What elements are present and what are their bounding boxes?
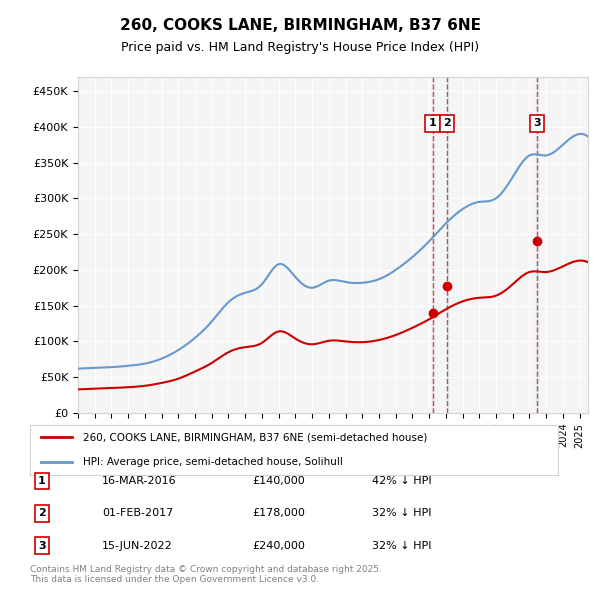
- Text: £178,000: £178,000: [252, 509, 305, 518]
- Text: 16-MAR-2016: 16-MAR-2016: [102, 476, 176, 486]
- Bar: [446, 77, 448, 413]
- Text: £140,000: £140,000: [252, 476, 305, 486]
- Text: 260, COOKS LANE, BIRMINGHAM, B37 6NE (semi-detached house): 260, COOKS LANE, BIRMINGHAM, B37 6NE (se…: [83, 432, 427, 442]
- Text: 32% ↓ HPI: 32% ↓ HPI: [372, 541, 431, 550]
- Text: 01-FEB-2017: 01-FEB-2017: [102, 509, 173, 518]
- Text: 2: 2: [38, 509, 46, 518]
- Text: HPI: Average price, semi-detached house, Solihull: HPI: Average price, semi-detached house,…: [83, 457, 343, 467]
- Bar: [536, 77, 538, 413]
- Text: 3: 3: [38, 541, 46, 550]
- Text: 260, COOKS LANE, BIRMINGHAM, B37 6NE: 260, COOKS LANE, BIRMINGHAM, B37 6NE: [119, 18, 481, 32]
- Text: 32% ↓ HPI: 32% ↓ HPI: [372, 509, 431, 518]
- Bar: [432, 77, 433, 413]
- Text: 15-JUN-2022: 15-JUN-2022: [102, 541, 173, 550]
- Text: 2: 2: [443, 118, 451, 128]
- Text: Contains HM Land Registry data © Crown copyright and database right 2025.
This d: Contains HM Land Registry data © Crown c…: [30, 565, 382, 584]
- Text: 1: 1: [38, 476, 46, 486]
- Text: 42% ↓ HPI: 42% ↓ HPI: [372, 476, 431, 486]
- Text: 3: 3: [533, 118, 541, 128]
- Text: Price paid vs. HM Land Registry's House Price Index (HPI): Price paid vs. HM Land Registry's House …: [121, 41, 479, 54]
- Text: £240,000: £240,000: [252, 541, 305, 550]
- Text: 1: 1: [429, 118, 437, 128]
